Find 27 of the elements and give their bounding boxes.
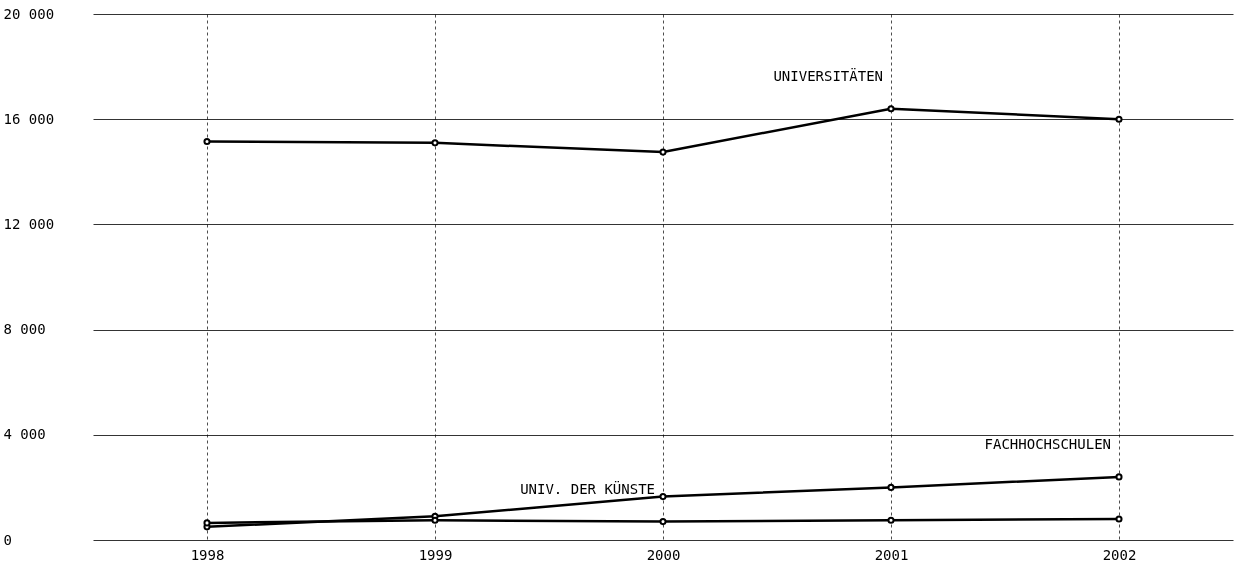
point [1115, 515, 1123, 523]
point [431, 516, 439, 524]
point [1115, 473, 1123, 481]
x-tick-label: 2000 [646, 546, 681, 563]
point [659, 493, 667, 501]
annotation: UNIVERSITÄTEN [773, 66, 883, 84]
point [203, 138, 211, 146]
y-tick-label: 4 000 [3, 426, 46, 443]
x-tick-label: 2002 [1102, 546, 1137, 563]
point [1115, 115, 1123, 123]
y-tick-label: 8 000 [3, 321, 46, 338]
x-tick-label: 2001 [874, 546, 909, 563]
annotation: UNIV. DER KÜNSTE [520, 479, 655, 497]
y-tick-label: 0 [3, 531, 12, 548]
point [659, 518, 667, 526]
point [203, 519, 211, 527]
y-tick-label: 20 000 [3, 5, 55, 22]
x-tick-label: 1998 [190, 546, 225, 563]
y-tick-label: 16 000 [3, 110, 55, 127]
point [659, 148, 667, 156]
x-tick-label: 1999 [418, 546, 453, 563]
y-tick-label: 12 000 [3, 215, 55, 232]
annotation: FACHHOCHSCHULEN [984, 435, 1111, 452]
point [887, 483, 895, 491]
point [887, 105, 895, 113]
point [431, 139, 439, 147]
point [887, 516, 895, 524]
